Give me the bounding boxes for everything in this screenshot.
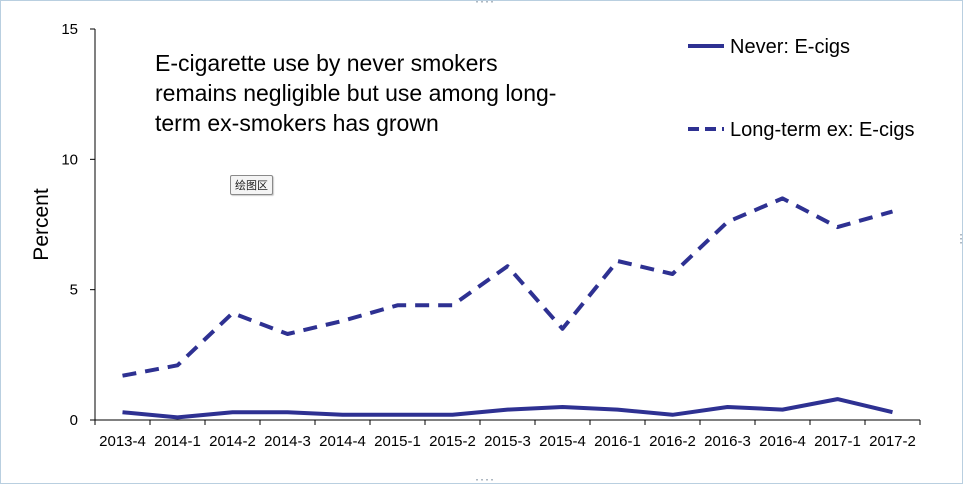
series-line-0 xyxy=(123,399,893,417)
x-tick-label: 2015-3 xyxy=(484,433,531,450)
x-tick-label: 2017-1 xyxy=(814,433,861,450)
x-tick-label: 2014-4 xyxy=(319,433,366,450)
x-tick-label: 2014-1 xyxy=(154,433,201,450)
x-tick-label: 2016-4 xyxy=(759,433,806,450)
plot-area-tag: 绘图区 xyxy=(230,175,273,195)
annotation-text: E-cigarette use by never smokers xyxy=(155,50,498,76)
x-tick-label: 2017-2 xyxy=(869,433,916,450)
legend-label: Never: E-cigs xyxy=(730,36,850,58)
x-tick-label: 2015-4 xyxy=(539,433,586,450)
y-tick-label: 0 xyxy=(70,412,78,429)
legend-label: Long-term ex: E-cigs xyxy=(730,119,915,141)
annotation-text: term ex-smokers has grown xyxy=(155,110,439,136)
x-tick-label: 2014-3 xyxy=(264,433,311,450)
x-tick-label: 2016-1 xyxy=(594,433,641,450)
x-tick-label: 2014-2 xyxy=(209,433,256,450)
x-tick-label: 2015-2 xyxy=(429,433,476,450)
x-tick-label: 2016-2 xyxy=(649,433,696,450)
x-tick-label: 2013-4 xyxy=(99,433,146,450)
x-tick-label: 2015-1 xyxy=(374,433,421,450)
series-line-1 xyxy=(123,198,893,375)
y-axis-label: Percent xyxy=(30,188,53,261)
x-tick-label: 2016-3 xyxy=(704,433,751,450)
y-tick-label: 15 xyxy=(61,21,78,38)
y-tick-label: 5 xyxy=(70,282,78,299)
y-tick-label: 10 xyxy=(61,151,78,168)
annotation-text: remains negligible but use among long- xyxy=(155,80,556,106)
